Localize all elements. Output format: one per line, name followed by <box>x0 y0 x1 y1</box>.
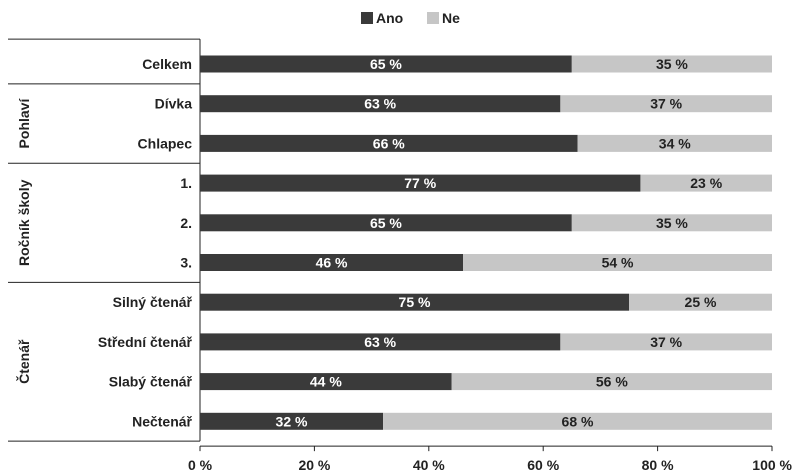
bar-ano <box>200 254 464 271</box>
bars: 65 % 35 % 63 % 37 % 66 % 34 % 77 % 23 % 65 % 35 %… <box>200 55 772 430</box>
bar-ano <box>200 214 572 232</box>
category-label: Nečtenář <box>132 413 192 429</box>
x-tick-label: 100 % <box>752 457 792 473</box>
data-label-ano: 65 % <box>370 215 402 231</box>
bar-ano <box>200 373 452 391</box>
bar-ne <box>640 174 772 192</box>
data-label-ne: 35 % <box>656 56 688 72</box>
bar-ano <box>200 55 572 73</box>
x-tick-label: 20 % <box>298 457 330 473</box>
legend: Ano Ne <box>361 10 460 26</box>
data-label-ano: 66 % <box>373 135 405 151</box>
bar-ne <box>571 55 772 73</box>
legend-label-ano: Ano <box>376 10 403 26</box>
x-tick-label: 60 % <box>527 457 559 473</box>
data-label-ano: 65 % <box>370 56 402 72</box>
x-tick-label: 40 % <box>413 457 445 473</box>
data-label-ne: 34 % <box>659 135 691 151</box>
bar-ano <box>200 95 561 113</box>
bar-ne <box>629 293 772 311</box>
data-label-ne: 25 % <box>685 294 717 310</box>
data-label-ne: 23 % <box>690 175 722 191</box>
data-label-ano: 44 % <box>310 374 342 390</box>
data-label-ne: 54 % <box>602 255 634 271</box>
legend-swatch-ne <box>427 12 439 24</box>
x-tick-label: 0 % <box>188 457 213 473</box>
data-label-ano: 75 % <box>399 294 431 310</box>
category-label: Silný čtenář <box>113 294 193 310</box>
category-label: 3. <box>180 255 192 271</box>
data-label-ano: 32 % <box>276 413 308 429</box>
category-labels: Celkem Dívka Chlapec 1. 2. 3. Silný čtenář Stře… <box>98 56 193 429</box>
bar-ne <box>451 373 772 391</box>
bar-ano <box>200 412 384 430</box>
data-label-ano: 63 % <box>364 96 396 112</box>
category-label: Dívka <box>155 96 193 112</box>
category-label: 2. <box>180 215 192 231</box>
bar-ano <box>200 174 641 192</box>
category-label: Chlapec <box>138 135 193 151</box>
data-label-ano: 77 % <box>404 175 436 191</box>
bar-ne <box>560 333 772 351</box>
bar-ne <box>571 214 772 232</box>
legend-label-ne: Ne <box>442 10 460 26</box>
group-label: Ročník školy <box>16 179 32 266</box>
x-tick-label: 80 % <box>642 457 674 473</box>
bar-ne <box>383 412 772 430</box>
data-label-ne: 35 % <box>656 215 688 231</box>
data-label-ne: 37 % <box>650 334 682 350</box>
group-label: Pohlaví <box>16 98 32 149</box>
category-label: Celkem <box>142 56 192 72</box>
data-label-ne: 56 % <box>596 374 628 390</box>
x-axis: 0 % 20 % 40 % 60 % 80 % 100 % <box>188 445 793 473</box>
bar-ne <box>463 254 772 271</box>
data-label-ano: 46 % <box>316 255 348 271</box>
bar-ano <box>200 134 578 152</box>
data-label-ne: 37 % <box>650 96 682 112</box>
bar-ne <box>577 134 772 152</box>
legend-swatch-ano <box>361 12 373 24</box>
data-label-ano: 63 % <box>364 334 396 350</box>
category-label: Slabý čtenář <box>109 374 193 390</box>
category-label: 1. <box>180 175 192 191</box>
bar-ano <box>200 293 629 311</box>
group-label: Čtenář <box>15 339 32 384</box>
bar-ne <box>560 95 772 113</box>
data-label-ne: 68 % <box>562 413 594 429</box>
bar-ano <box>200 333 561 351</box>
category-label: Střední čtenář <box>98 334 193 350</box>
